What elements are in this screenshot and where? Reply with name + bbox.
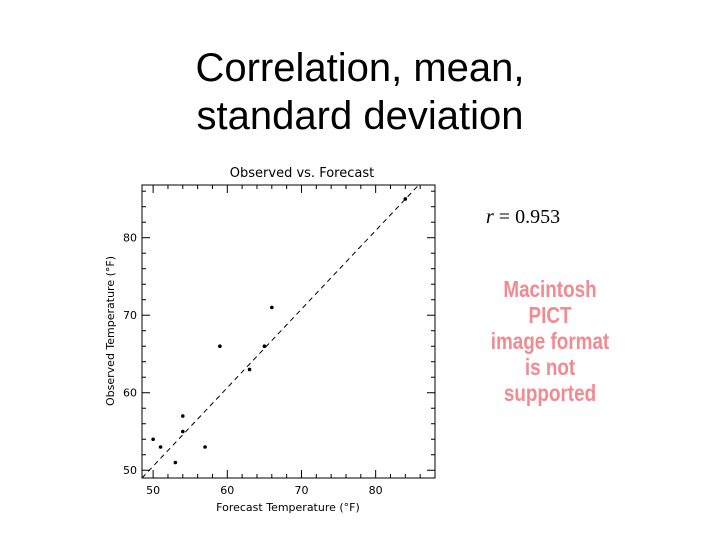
data-point [173,460,178,465]
correlation-value: r = 0.953 [486,206,560,229]
reference-line [141,184,420,479]
data-point [180,429,185,434]
r-symbol: r [486,206,494,228]
placeholder-line-1: Macintosh PICT [503,276,597,328]
unsupported-image-placeholder: Macintosh PICT image format is not suppo… [484,276,615,406]
r-value-text: = 0.953 [493,206,561,228]
data-point [270,305,274,310]
y-tick-label: 60 [123,387,137,400]
y-tick-label: 70 [123,309,137,322]
y-tick-label: 50 [123,464,137,477]
slide-title-line-1: Correlation, mean, [195,46,525,90]
x-tick-label: 60 [220,484,234,497]
slide-title: Correlation, mean, standard deviation [0,44,720,140]
slide-title-line-2: standard deviation [196,94,524,138]
x-tick-label: 50 [146,484,160,497]
plot-frame [141,184,436,479]
x-axis-label: Forecast Temperature (°F) [216,501,360,514]
data-point [158,445,163,449]
data-point [247,367,252,372]
y-tick-label: 80 [123,232,137,245]
placeholder-line-2: image format [490,328,610,354]
x-tick-label: 70 [294,484,308,497]
data-point [218,344,222,349]
x-tick-label: 80 [369,484,383,497]
placeholder-line-3: is not supported [503,354,597,406]
data-point [262,344,267,349]
data-point [203,445,207,449]
data-point [403,197,408,201]
chart-title: Observed vs. Forecast [230,166,374,181]
data-point [151,437,155,442]
data-point [180,414,185,418]
scatter-chart: Observed vs. Forecast 50 60 70 80 50 60 70 80 F… [104,166,436,514]
y-axis-label: Observed Temperature (°F) [104,256,117,406]
